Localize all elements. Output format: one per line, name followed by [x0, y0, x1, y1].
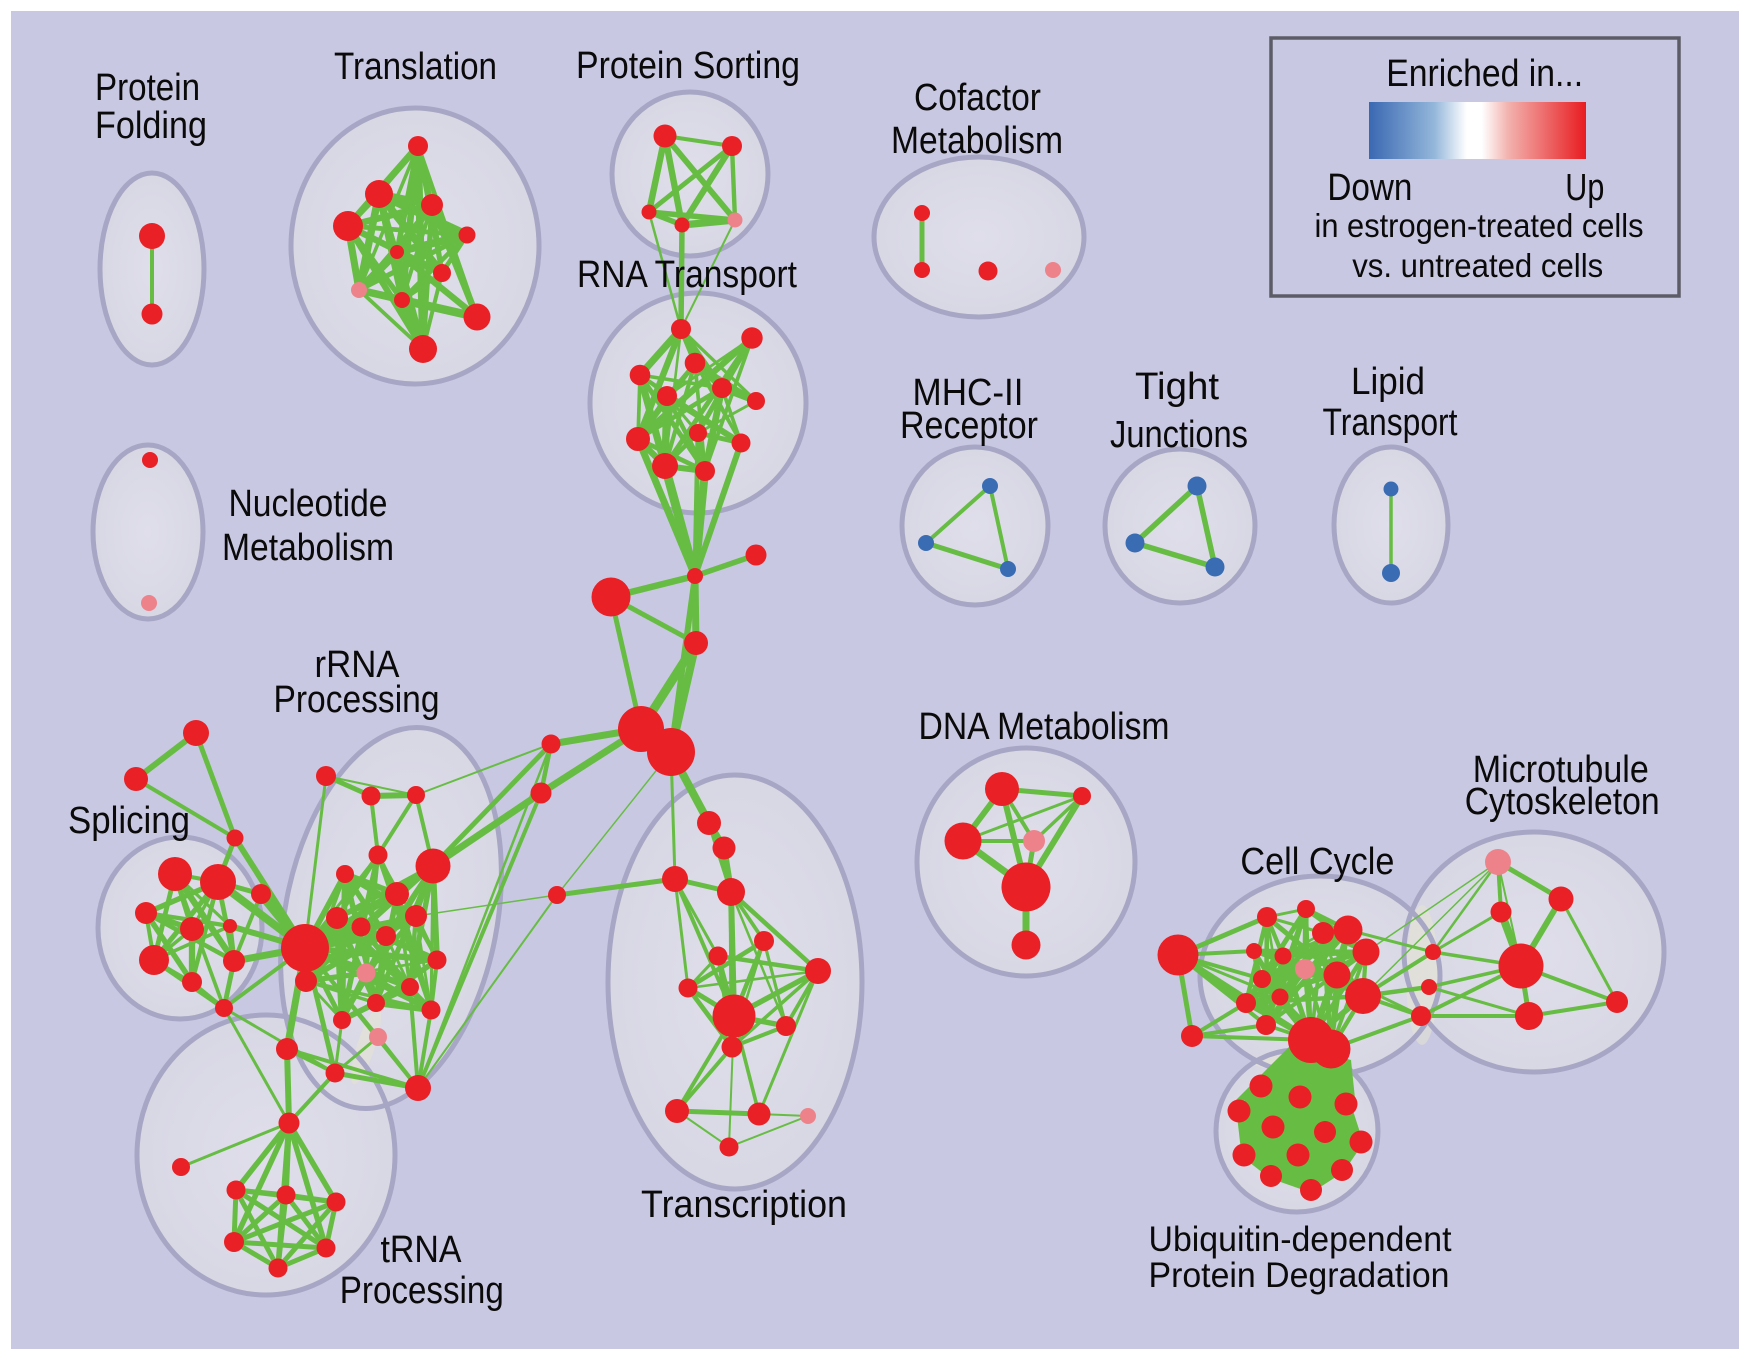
svg-text:in estrogen-treated cells: in estrogen-treated cells	[1315, 207, 1644, 244]
svg-text:Receptor: Receptor	[900, 405, 1038, 447]
svg-text:Microtubule: Microtubule	[1473, 749, 1649, 791]
svg-text:Metabolism: Metabolism	[891, 120, 1063, 162]
svg-text:tRNA: tRNA	[381, 1229, 463, 1271]
svg-text:Enriched in...: Enriched in...	[1386, 53, 1583, 95]
svg-text:Lipid: Lipid	[1351, 361, 1425, 403]
svg-text:RNA Transport: RNA Transport	[577, 254, 797, 296]
svg-text:Splicing: Splicing	[68, 800, 190, 842]
svg-text:rRNA: rRNA	[315, 644, 401, 686]
svg-text:Translation: Translation	[334, 46, 497, 88]
svg-text:Cell Cycle: Cell Cycle	[1240, 841, 1394, 883]
svg-text:Up: Up	[1565, 167, 1604, 209]
svg-text:Transcription: Transcription	[641, 1184, 847, 1226]
svg-text:Protein Sorting: Protein Sorting	[576, 45, 800, 87]
svg-text:Transport: Transport	[1323, 402, 1458, 444]
svg-text:vs. untreated cells: vs. untreated cells	[1352, 247, 1603, 284]
svg-text:Cofactor: Cofactor	[914, 77, 1041, 119]
svg-text:Processing: Processing	[340, 1270, 504, 1312]
svg-text:Cytoskeleton: Cytoskeleton	[1465, 781, 1660, 823]
svg-text:Down: Down	[1327, 167, 1412, 209]
svg-text:DNA Metabolism: DNA Metabolism	[919, 706, 1170, 748]
svg-text:Ubiquitin-dependent: Ubiquitin-dependent	[1149, 1220, 1452, 1259]
svg-text:Tight: Tight	[1135, 366, 1219, 408]
svg-text:MHC-II: MHC-II	[913, 372, 1024, 414]
svg-text:Protein: Protein	[95, 67, 200, 109]
svg-text:Folding: Folding	[95, 105, 207, 147]
svg-text:Nucleotide: Nucleotide	[229, 483, 388, 525]
svg-text:Metabolism: Metabolism	[222, 527, 394, 569]
svg-text:Protein Degradation: Protein Degradation	[1149, 1256, 1450, 1295]
svg-text:Junctions: Junctions	[1110, 414, 1248, 456]
svg-text:Processing: Processing	[274, 679, 440, 721]
